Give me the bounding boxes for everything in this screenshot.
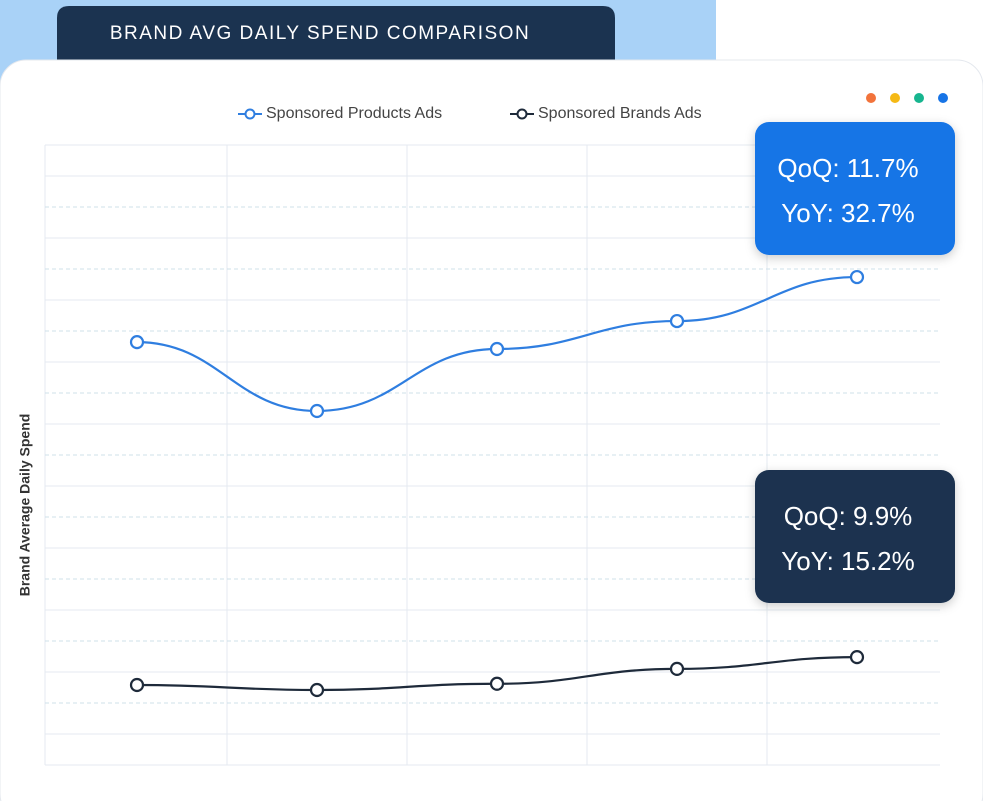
point bbox=[309, 403, 325, 419]
point bbox=[849, 650, 865, 665]
point bbox=[489, 676, 505, 691]
callout bbox=[755, 470, 955, 603]
legend-marker bbox=[516, 108, 528, 120]
window-dots bbox=[866, 93, 948, 103]
title-tab bbox=[57, 6, 615, 60]
chart-title: BRAND AVG DAILY SPEND COMPARISON bbox=[110, 23, 530, 44]
point bbox=[129, 677, 145, 693]
point bbox=[669, 661, 685, 677]
point bbox=[489, 341, 505, 357]
legend-label: Sponsored Brands Ads bbox=[538, 105, 702, 122]
series-line bbox=[136, 275, 858, 413]
legend-marker bbox=[244, 108, 256, 120]
y-axis-label: Brand Average Daily Spend bbox=[17, 414, 33, 597]
legend-label: Sponsored Products Ads bbox=[266, 105, 442, 122]
point bbox=[849, 269, 865, 285]
point bbox=[669, 313, 685, 329]
callout-text: QoQ: 9.9% bbox=[784, 501, 913, 531]
point bbox=[129, 335, 145, 350]
callout-text: QoQ: 11.7% bbox=[777, 153, 918, 183]
point bbox=[309, 682, 325, 698]
callout-text: YoY: 32.7% bbox=[781, 198, 915, 228]
callout-text: YoY: 15.2% bbox=[781, 546, 915, 576]
callout bbox=[755, 122, 955, 255]
card bbox=[0, 59, 983, 806]
